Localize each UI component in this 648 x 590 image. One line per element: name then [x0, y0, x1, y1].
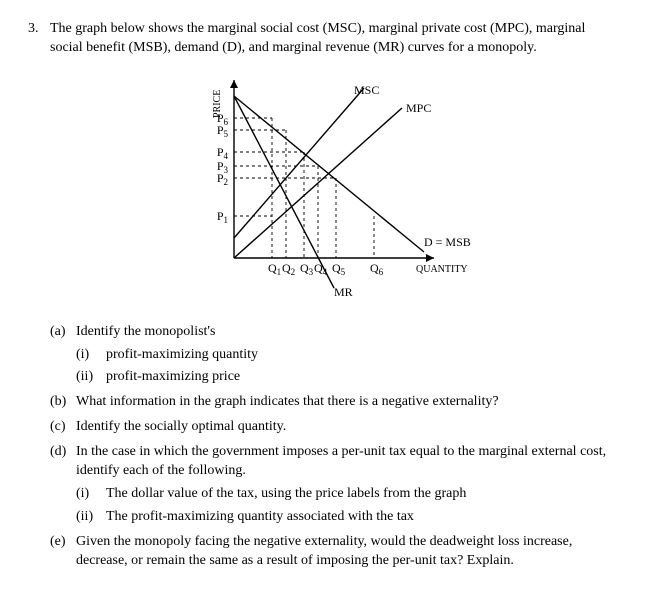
part-d-ii-text: The profit-maximizing quantity associate…: [106, 508, 620, 527]
svg-text:QUANTITY: QUANTITY: [416, 264, 468, 275]
part-a-label: (a): [50, 323, 76, 342]
part-a-ii: (ii) profit-maximizing price: [76, 368, 620, 387]
chart-container: PRICEQUANTITYMSCMPCD = MSBMRP6P5P4P3P2P1…: [28, 68, 620, 305]
part-b: (b) What information in the graph indica…: [50, 393, 620, 412]
part-d-i: (i) The dollar value of the tax, using t…: [76, 485, 620, 504]
svg-text:MSC: MSC: [354, 83, 379, 97]
part-d-label: (d): [50, 443, 76, 481]
part-a: (a) Identify the monopolist's: [50, 323, 620, 342]
part-e-label: (e): [50, 533, 76, 571]
part-a-i: (i) profit-maximizing quantity: [76, 346, 620, 365]
svg-text:MR: MR: [334, 285, 353, 298]
part-a-text: Identify the monopolist's: [76, 323, 620, 342]
svg-text:Q3: Q3: [300, 261, 314, 277]
part-a-i-text: profit-maximizing quantity: [106, 346, 620, 365]
part-d-i-label: (i): [76, 485, 106, 504]
part-e: (e) Given the monopoly facing the negati…: [50, 533, 620, 571]
part-d-ii-label: (ii): [76, 508, 106, 527]
svg-text:Q4: Q4: [314, 261, 328, 277]
part-a-ii-text: profit-maximizing price: [106, 368, 620, 387]
econ-chart: PRICEQUANTITYMSCMPCD = MSBMRP6P5P4P3P2P1…: [174, 68, 474, 298]
part-d-ii: (ii) The profit-maximizing quantity asso…: [76, 508, 620, 527]
subparts: (a) Identify the monopolist's (i) profit…: [50, 323, 620, 571]
part-c: (c) Identify the socially optimal quanti…: [50, 418, 620, 437]
svg-text:Q1: Q1: [268, 261, 281, 277]
svg-text:P1: P1: [217, 209, 228, 225]
part-d-i-text: The dollar value of the tax, using the p…: [106, 485, 620, 504]
part-d: (d) In the case in which the government …: [50, 443, 620, 481]
part-b-text: What information in the graph indicates …: [76, 393, 620, 412]
question-prompt: The graph below shows the marginal socia…: [50, 20, 620, 58]
svg-text:Q5: Q5: [332, 261, 346, 277]
part-b-label: (b): [50, 393, 76, 412]
part-a-ii-label: (ii): [76, 368, 106, 387]
part-c-label: (c): [50, 418, 76, 437]
question-number: 3.: [28, 20, 50, 58]
svg-text:D = MSB: D = MSB: [424, 235, 471, 249]
svg-text:MPC: MPC: [406, 101, 431, 115]
part-e-text: Given the monopoly facing the negative e…: [76, 533, 620, 571]
part-c-text: Identify the socially optimal quantity.: [76, 418, 620, 437]
part-d-text: In the case in which the government impo…: [76, 443, 620, 481]
svg-text:Q2: Q2: [282, 261, 295, 277]
svg-text:Q6: Q6: [370, 261, 384, 277]
part-a-i-label: (i): [76, 346, 106, 365]
question-header: 3. The graph below shows the marginal so…: [28, 20, 620, 58]
